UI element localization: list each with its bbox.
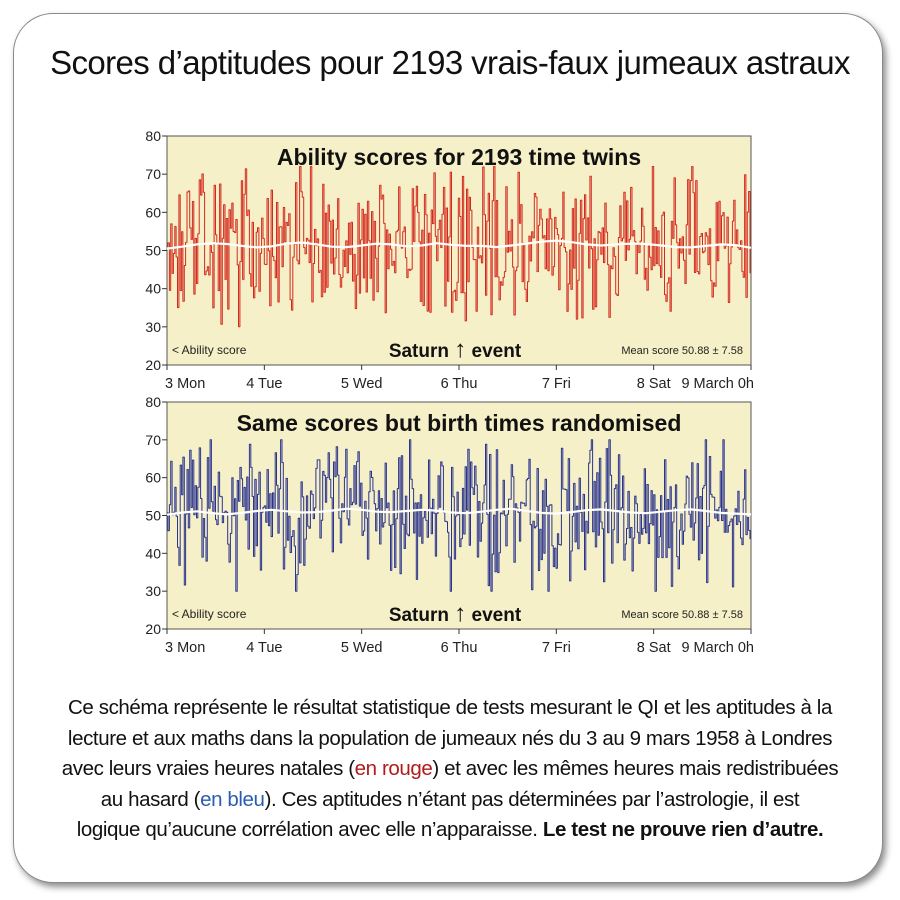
y-tick-label: 20	[145, 357, 161, 373]
annotation-center-event: event	[466, 605, 522, 626]
y-tick-label: 70	[145, 166, 161, 182]
y-tick-label: 80	[145, 394, 161, 410]
x-tick-label: 6 Thu	[441, 376, 478, 392]
page-title: Scores d’aptitudes pour 2193 vrais-faux …	[50, 44, 850, 81]
series-spikes	[167, 439, 751, 592]
caption-line-3a: avec leurs vraies heures natales (	[61, 757, 355, 780]
caption-line-1: Ce schéma représente le résultat statist…	[68, 696, 832, 719]
x-tick-label: 8 Sat	[637, 376, 671, 392]
plot-background	[166, 135, 752, 366]
event-arrow-icon: ↑	[454, 336, 466, 363]
x-tick-label: 9 March 0h	[681, 376, 754, 392]
x-tick-label: 3 Mon	[165, 640, 205, 656]
annotation-center-label: Saturn	[389, 605, 454, 626]
x-tick-label: 7 Fri	[542, 640, 571, 656]
series-mean-line	[166, 507, 752, 516]
caption-line-4a: au hasard (	[100, 787, 201, 811]
caption-bold-text: Le test ne prouve rien d’autre.	[542, 818, 824, 841]
x-tick-label: 3 Mon	[165, 376, 205, 392]
x-tick-label: 6 Thu	[441, 640, 478, 656]
x-tick-label: 9 March 0h	[681, 640, 754, 656]
y-tick-label: 40	[145, 545, 161, 561]
x-tick-label: 7 Fri	[542, 376, 571, 392]
annotation-right: Mean score 50.88 ± 7.58	[621, 345, 743, 357]
y-tick-label: 60	[145, 204, 161, 220]
y-tick-label: 60	[145, 470, 161, 486]
caption-line-2: lecture et aux maths dans la population …	[67, 726, 833, 750]
caption-blue-text: en bleu	[200, 787, 265, 811]
annotation-right: Mean score 50.88 ± 7.58	[621, 609, 743, 621]
x-tick-label: 5 Wed	[341, 640, 383, 656]
event-arrow-icon: ↑	[454, 600, 466, 627]
annotation-center-event: event	[466, 341, 522, 362]
y-tick-label: 40	[145, 281, 161, 297]
annotation-center-label: Saturn	[389, 341, 454, 362]
chart-1: 20 30 40 50 60 70 80 3 Mon 4 Tue 5 Wed 6 Thu 7 Fri 8…	[145, 128, 754, 392]
caption-red-text: en rouge	[354, 757, 433, 780]
x-tick-label: 4 Tue	[246, 376, 282, 392]
y-tick-label: 30	[145, 319, 161, 335]
caption-line-5a: logique qu’aucune corrélation avec elle …	[76, 818, 543, 841]
x-tick-label: 5 Wed	[341, 376, 383, 392]
annotation-center: Saturn ↑ event	[389, 600, 522, 627]
series-mean-line	[166, 239, 752, 250]
y-tick-label: 20	[145, 621, 161, 637]
y-tick-label: 50	[145, 243, 161, 259]
caption: Ce schéma représente le résultat statist…	[30, 693, 870, 846]
annotation-center: Saturn ↑ event	[389, 336, 522, 363]
y-tick-label: 80	[145, 128, 161, 144]
x-tick-label: 4 Tue	[246, 640, 282, 656]
annotation-left: < Ability score	[172, 343, 247, 357]
series-spikes	[167, 166, 751, 328]
chart-2: 20 30 40 50 60 70 80 3 Mon 4 Tue 5 Wed 6 Thu 7 Fri 8…	[145, 394, 754, 656]
y-tick-label: 50	[145, 508, 161, 524]
chart-title: Same scores but birth times randomised	[237, 410, 682, 436]
y-tick-label: 30	[145, 583, 161, 599]
annotation-left: < Ability score	[172, 607, 247, 621]
x-tick-label: 8 Sat	[637, 640, 671, 656]
y-tick-label: 70	[145, 432, 161, 448]
chart-title: Ability scores for 2193 time twins	[277, 144, 641, 170]
caption-line-4b: ). Ces aptitudes n’étant pas déterminées…	[264, 787, 800, 811]
caption-line-3b: ) et avec les mêmes heures mais redistri…	[432, 757, 839, 780]
